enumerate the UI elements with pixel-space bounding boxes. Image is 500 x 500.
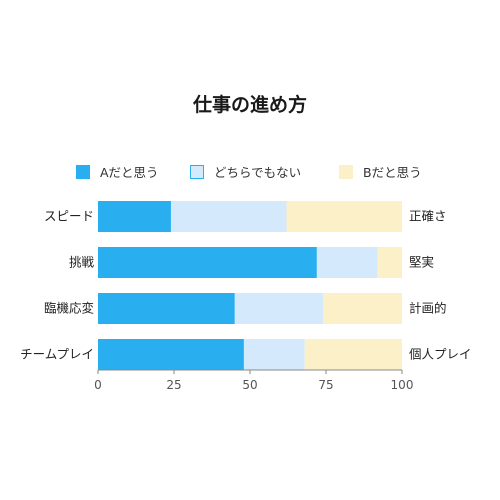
- x-tick-label: 25: [166, 378, 181, 392]
- legend-swatch-a: [76, 164, 90, 179]
- legend-item-a: Aだと思う: [76, 162, 159, 181]
- bar-segment: [286, 201, 402, 232]
- bar-segment: [377, 247, 402, 278]
- right-label: 堅実: [409, 255, 434, 270]
- legend-label-a: Aだと思う: [100, 165, 159, 180]
- bar-segment: [316, 247, 378, 278]
- bar-segment: [234, 293, 323, 324]
- category-label: 臨機応変: [44, 301, 94, 316]
- bar-segment: [322, 293, 402, 324]
- right-label: 個人プレイ: [409, 347, 472, 362]
- bar-segment: [98, 247, 317, 278]
- legend-label-neutral: どちらでもない: [214, 165, 302, 180]
- right-label: 正確さ: [409, 209, 447, 224]
- right-label: 計画的: [409, 301, 447, 316]
- x-tick-label: 75: [318, 378, 333, 392]
- bar-segment: [98, 339, 244, 370]
- category-label: チームプレイ: [20, 347, 94, 362]
- bar-segment: [170, 201, 287, 232]
- legend-item-b: Bだと思う: [339, 162, 422, 181]
- legend-swatch-neutral: [190, 164, 204, 179]
- legend-swatch-b: [339, 164, 353, 179]
- bar-segment: [98, 293, 235, 324]
- x-tick-label: 100: [391, 378, 414, 392]
- category-label: 挑戦: [69, 255, 95, 270]
- bar-segment: [304, 339, 402, 370]
- legend-label-b: Bだと思う: [363, 165, 422, 180]
- chart-title: 仕事の進め方: [192, 94, 307, 116]
- legend-item-neutral: どちらでもない: [190, 162, 301, 181]
- bar-segment: [98, 201, 171, 232]
- x-tick-label: 0: [94, 378, 102, 392]
- legend: Aだと思う どちらでもない Bだと思う: [0, 162, 500, 182]
- category-label: スピード: [44, 209, 94, 224]
- x-tick-label: 50: [242, 378, 257, 392]
- bar-segment: [243, 339, 305, 370]
